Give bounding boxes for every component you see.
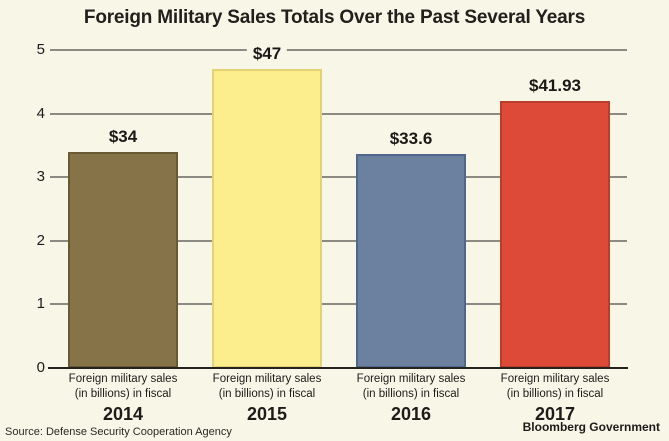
category-year-label: 2017 <box>534 403 576 424</box>
y-tick-label-3: 3 <box>36 168 45 186</box>
category-sublabel-line2: (in billions) in fiscal <box>506 387 604 400</box>
y-tick-label-0: 0 <box>36 359 45 376</box>
gridline-2 <box>50 239 627 242</box>
y-tick-label-5: 5 <box>36 41 45 58</box>
category-sublabel-line1: Foreign military sales <box>356 373 466 385</box>
category-sublabel-line2: (in billions) in fiscal <box>218 387 316 400</box>
gridline-3 <box>50 176 627 179</box>
bar-value-label-2014: $34 <box>102 126 144 147</box>
bar-2014 <box>68 151 178 368</box>
bar-value-label-2016: $33.6 <box>383 129 439 150</box>
category-year-label: 2016 <box>390 403 432 424</box>
bar-value-label-2015: $47 <box>246 44 288 65</box>
bar-2016 <box>356 154 466 368</box>
category-sublabel-line1: Foreign military sales <box>500 373 610 385</box>
x-category-label-2016: Foreign military sales (in billions) in f… <box>326 372 496 425</box>
category-sublabel-line2: (in billions) in fiscal <box>74 387 172 400</box>
x-category-label-2014: Foreign military sales (in billions) in f… <box>38 372 208 425</box>
bar-value-label-2017: $41.93 <box>523 76 587 97</box>
category-sublabel-line2: (in billions) in fiscal <box>362 387 460 400</box>
source-note: Source: Defense Security Cooperation Age… <box>5 426 232 438</box>
bar-2017 <box>500 101 610 368</box>
category-year-label: 2014 <box>102 403 144 424</box>
gridline-5 <box>50 49 627 51</box>
y-tick-label-4: 4 <box>36 104 45 122</box>
x-axis-line <box>48 367 628 369</box>
bar-2015 <box>212 69 322 368</box>
category-year-label: 2015 <box>246 403 288 424</box>
category-sublabel-line1: Foreign military sales <box>212 373 322 385</box>
gridline-1 <box>50 303 627 306</box>
attribution: Bloomberg Government <box>522 420 660 434</box>
x-category-label-2017: Foreign military sales (in billions) in f… <box>470 372 640 425</box>
chart-title: Foreign Military Sales Totals Over the P… <box>83 7 586 28</box>
y-tick-label-1: 1 <box>36 295 45 313</box>
y-tick-label-2: 2 <box>36 231 45 249</box>
category-sublabel-line1: Foreign military sales <box>68 373 178 385</box>
gridline-4 <box>50 112 627 115</box>
x-category-label-2015: Foreign military sales (in billions) in f… <box>182 372 352 425</box>
